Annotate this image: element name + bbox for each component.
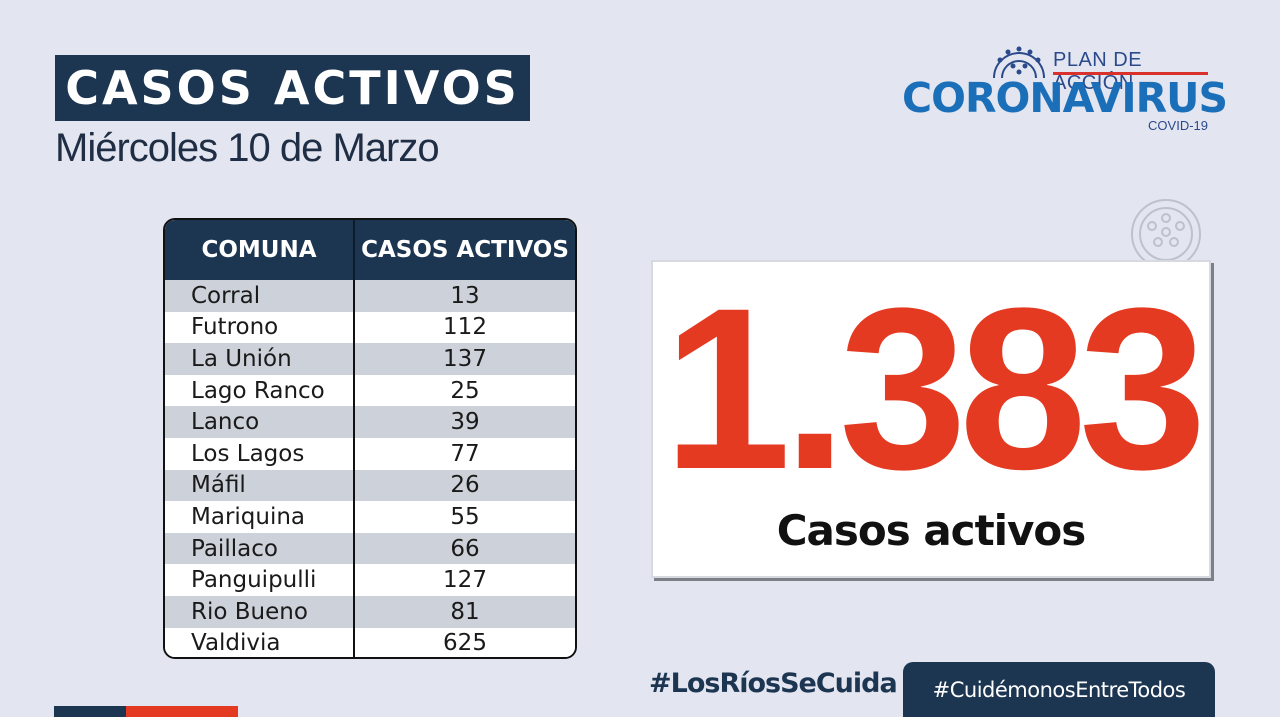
- comuna-cell: Panguipulli: [165, 564, 355, 596]
- cases-cell: 77: [450, 440, 480, 467]
- header-comuna: COMUNA: [165, 220, 355, 280]
- table-row: Mariquina 55: [165, 501, 575, 533]
- footer-stripe-blue: [54, 706, 126, 717]
- total-cases-number: 1.383: [663, 260, 1207, 517]
- cases-cell: 625: [443, 630, 487, 657]
- logo-coronavirus-text: CORONAVIRUS: [902, 74, 1228, 122]
- comuna-cell: Lanco: [165, 406, 355, 438]
- table-row: Los Lagos 77: [165, 437, 575, 470]
- logo-red-line: [1053, 72, 1208, 75]
- table-row: La Unión 137: [165, 343, 575, 375]
- cases-cell: 13: [450, 282, 480, 309]
- table-row: Lanco 39: [165, 406, 575, 438]
- table-row: Panguipulli 127: [165, 564, 575, 596]
- comuna-cell: Valdivia: [165, 627, 355, 657]
- total-cases-card: 1.383 Casos activos: [651, 260, 1211, 578]
- header-casos-activos: CASOS ACTIVOS: [361, 237, 569, 263]
- cases-cell: 81: [450, 598, 480, 625]
- logo-covid-text: COVID-19: [1148, 118, 1208, 133]
- comuna-cell: Paillaco: [165, 532, 355, 565]
- footer-stripe-red: [126, 706, 238, 717]
- comuna-cell: Rio Bueno: [165, 595, 355, 628]
- comuna-cell: Mariquina: [165, 501, 355, 533]
- table-header: COMUNA CASOS ACTIVOS: [165, 220, 575, 280]
- comuna-cell: Máfil: [165, 469, 355, 502]
- table-row: Máfil 26: [165, 469, 575, 502]
- table-row: Lago Ranco 25: [165, 374, 575, 407]
- virus-decoration-icon: [1131, 199, 1201, 266]
- table-row: Paillaco 66: [165, 532, 575, 565]
- hashtag-cuidemonos-box: #CuidémonosEntreTodos: [903, 662, 1215, 717]
- cases-table: COMUNA CASOS ACTIVOS Corral 13 Futrono 112…: [163, 218, 577, 659]
- page-title: CASOS ACTIVOS: [65, 61, 520, 115]
- date-subtitle: Miércoles 10 de Marzo: [55, 126, 440, 170]
- cases-cell: 127: [443, 567, 487, 594]
- table-row: Rio Bueno 81: [165, 595, 575, 628]
- cases-cell: 55: [450, 503, 480, 530]
- total-cases-label: Casos activos: [776, 506, 1087, 555]
- hashtag-cuidemonos: #CuidémonosEntreTodos: [932, 677, 1186, 702]
- page-title-box: CASOS ACTIVOS: [55, 55, 530, 121]
- table-body: Corral 13 Futrono 112 La Unión 137 Lago Ran…: [165, 280, 575, 657]
- cases-cell: 66: [450, 535, 480, 562]
- cases-cell: 39: [450, 409, 480, 436]
- logo-plan-text: PLAN DE ACCIÓN: [1053, 49, 1143, 94]
- comuna-cell: Lago Ranco: [165, 374, 355, 407]
- comuna-cell: Los Lagos: [165, 437, 355, 470]
- coronavirus-logo: PLAN DE ACCIÓN CORONAVIRUS COVID-19: [900, 38, 1228, 138]
- cases-cell: 26: [450, 472, 480, 499]
- comuna-cell: Futrono: [165, 311, 355, 344]
- table-row: Corral 13: [165, 280, 575, 312]
- cases-cell: 137: [443, 345, 487, 372]
- coronavirus-icon: [993, 46, 1045, 79]
- comuna-cell: Corral: [165, 280, 355, 312]
- cases-cell: 112: [443, 314, 487, 341]
- cases-cell: 25: [450, 377, 480, 404]
- comuna-cell: La Unión: [165, 343, 355, 375]
- table-row: Valdivia 625: [165, 627, 575, 657]
- hashtag-los-rios: #LosRíosSeCuida: [649, 668, 898, 699]
- table-row: Futrono 112: [165, 311, 575, 344]
